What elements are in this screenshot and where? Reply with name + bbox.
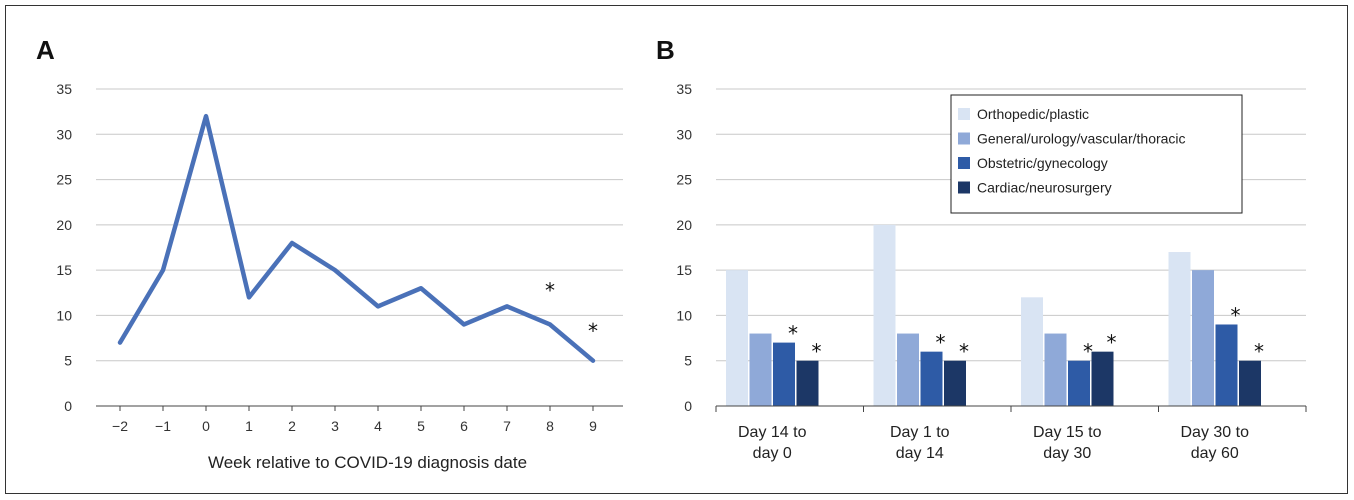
x-tick-label-a: 5 [417, 418, 425, 434]
bar [920, 351, 943, 406]
significance-star: * [788, 322, 798, 346]
y-tick-label-a: 20 [56, 217, 72, 233]
x-tick-label-a: 4 [374, 418, 382, 434]
bar [1021, 297, 1043, 406]
bar [1239, 360, 1261, 406]
panel-b-label: B [656, 35, 675, 65]
bar [873, 224, 896, 406]
category-label-line2: day 60 [1191, 445, 1239, 462]
bar [897, 333, 919, 406]
panel-a-label: A [36, 35, 55, 65]
category-label-line1: Day 14 to [738, 424, 807, 441]
bar [1168, 252, 1191, 406]
category-label-line2: day 14 [896, 445, 944, 462]
legend-swatch [958, 181, 970, 194]
category-label-line1: Day 15 to [1033, 424, 1102, 441]
x-tick-label-a: 6 [460, 418, 468, 434]
bar [726, 270, 748, 406]
x-tick-label-a: 8 [546, 418, 554, 434]
x-axis-title-a: Week relative to COVID-19 diagnosis date [208, 453, 527, 472]
x-tick-label-a: −1 [155, 418, 171, 434]
series-line-a [117, 113, 596, 363]
significance-star: * [959, 340, 969, 364]
y-tick-label-b: 20 [676, 217, 692, 233]
y-tick-label-a: 0 [64, 398, 72, 414]
y-tick-label-b: 0 [684, 398, 692, 414]
bar [1091, 351, 1114, 406]
bar [749, 333, 772, 406]
x-tick-label-a: 1 [245, 418, 253, 434]
category-label-line1: Day 30 to [1181, 424, 1250, 441]
category-label-line2: day 30 [1043, 445, 1091, 462]
bar [796, 360, 819, 406]
significance-star: * [1107, 331, 1117, 355]
legend-entry: Obstetric/gynecology [977, 155, 1108, 171]
legend-entry: Orthopedic/plastic [977, 106, 1089, 122]
y-tick-label-b: 5 [684, 353, 692, 369]
x-tick-label-a: 2 [288, 418, 296, 434]
category-label-line2: day 0 [753, 445, 792, 462]
legend-entry: Cardiac/neurosurgery [977, 180, 1112, 196]
significance-star: * [936, 331, 946, 355]
significance-star: * [1254, 340, 1264, 364]
significance-star: * [1083, 340, 1093, 364]
x-tick-label-a: 9 [589, 418, 597, 434]
bar [1192, 270, 1214, 406]
category-label-line1: Day 1 to [890, 424, 950, 441]
y-tick-label-a: 35 [56, 81, 72, 97]
significance-star: * [812, 340, 822, 364]
y-tick-label-b: 25 [676, 172, 692, 188]
y-tick-label-b: 30 [676, 126, 692, 142]
figure: A 0 5 10 15 20 25 30 35 −2 −1 0 1 2 3 4 5 6 7 8 9 * * Week rela… [5, 5, 1348, 494]
y-tick-label-b: 10 [676, 307, 692, 323]
y-tick-label-b: 35 [676, 81, 692, 97]
y-tick-label-b: 15 [676, 262, 692, 278]
legend-entry: General/urology/vascular/thoracic [977, 131, 1186, 147]
x-tick-label-a: −2 [112, 418, 128, 434]
y-tick-label-a: 15 [56, 262, 72, 278]
bar [773, 342, 795, 406]
significance-star: * [1231, 303, 1241, 327]
y-tick-label-a: 25 [56, 172, 72, 188]
y-tick-label-a: 10 [56, 307, 72, 323]
legend-box [950, 94, 1243, 214]
y-tick-label-a: 30 [56, 126, 72, 142]
bar [944, 360, 966, 406]
legend-swatch [958, 157, 970, 169]
bar [1215, 324, 1238, 406]
bar [1044, 333, 1067, 406]
bar [1068, 360, 1090, 406]
y-tick-label-a: 5 [64, 353, 72, 369]
x-tick-label-a: 3 [331, 418, 339, 434]
x-tick-label-a: 0 [202, 418, 210, 434]
significance-star: * [588, 319, 598, 343]
chart-canvas: A 0 5 10 15 20 25 30 35 −2 −1 0 1 2 3 4 5 6 7 8 9 * * Week rela… [36, 35, 1307, 472]
legend-swatch [958, 132, 970, 145]
x-tick-label-a: 7 [503, 418, 511, 434]
significance-star: * [545, 278, 555, 302]
legend-swatch [958, 108, 970, 120]
